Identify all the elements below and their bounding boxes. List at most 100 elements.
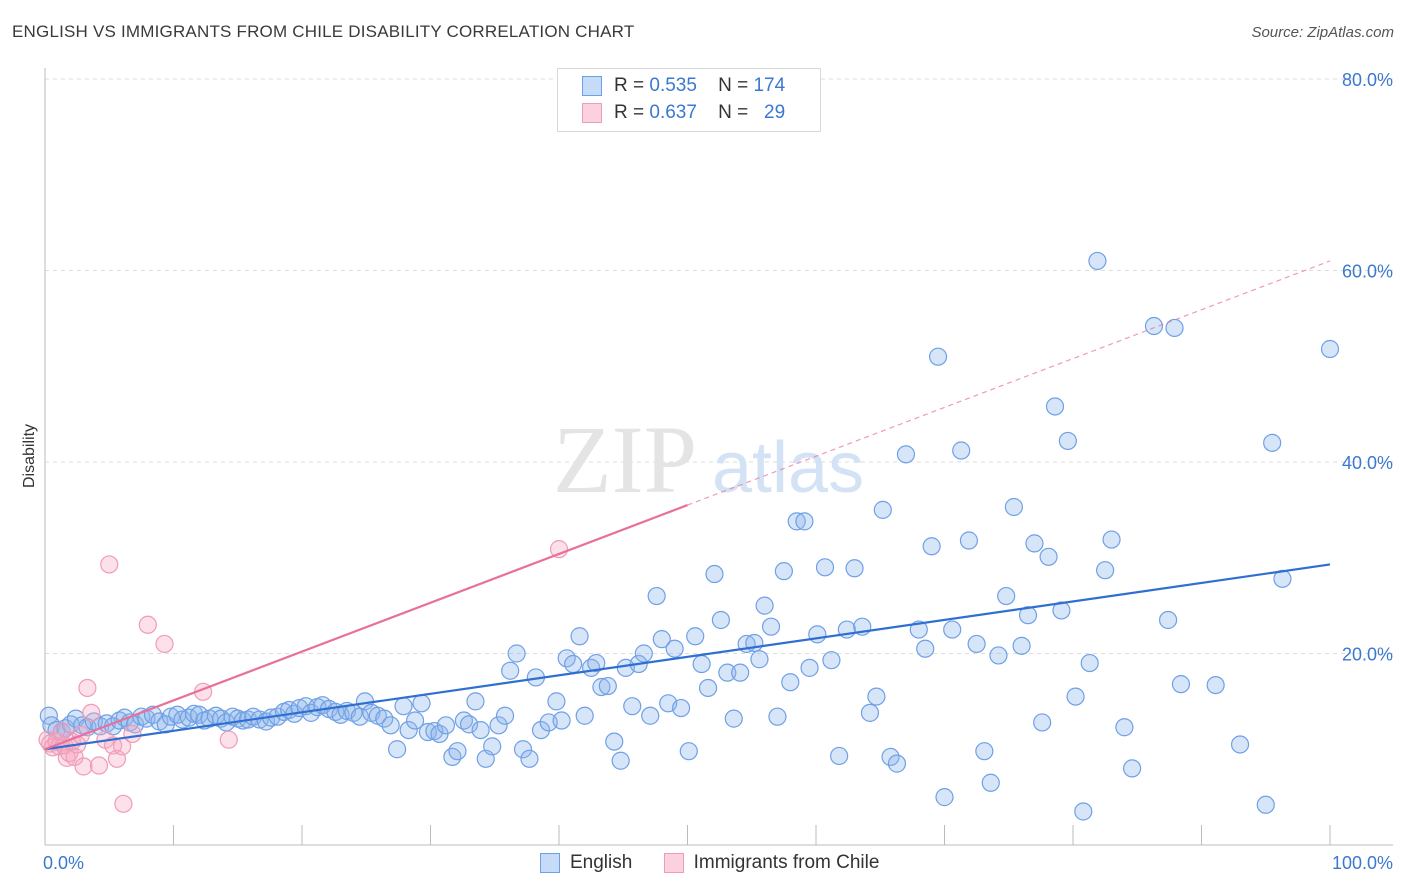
english-point	[928, 347, 948, 366]
english-point	[845, 559, 864, 578]
chile-point	[57, 748, 76, 767]
r-value-english: 0.535	[649, 75, 697, 96]
english-point	[598, 676, 617, 696]
series-legend: English Immigrants from Chile	[540, 852, 905, 874]
english-point	[641, 706, 660, 725]
english-point	[909, 620, 928, 639]
english-point	[507, 644, 526, 663]
english-point	[787, 512, 806, 531]
legend-item-english[interactable]: English	[540, 852, 632, 874]
english-point	[774, 562, 793, 581]
english-point	[768, 707, 787, 726]
y-tick-label: 80.0%	[1342, 70, 1393, 90]
y-tick-label: 20.0%	[1342, 645, 1393, 665]
english-point	[665, 639, 684, 658]
english-point	[575, 706, 594, 725]
english-point	[967, 634, 986, 654]
english-point	[552, 711, 571, 730]
english-point	[679, 742, 698, 761]
chile-trend-line	[44, 504, 688, 751]
english-point	[1045, 397, 1065, 416]
chile-trend-extension	[687, 260, 1331, 506]
chile-point	[100, 555, 119, 574]
english-trend-line	[44, 563, 1331, 751]
chile-swatch	[582, 103, 602, 123]
legend-item-chile[interactable]: Immigrants from Chile	[663, 852, 879, 874]
chile-point	[74, 757, 93, 776]
english-point	[471, 720, 490, 740]
english-point	[822, 651, 841, 670]
english-point	[1096, 561, 1115, 580]
english-point	[436, 716, 456, 735]
english-point	[647, 586, 666, 606]
english-point	[686, 627, 705, 646]
chile-point	[138, 615, 157, 634]
english-point	[1320, 339, 1340, 359]
chart-source: Source: ZipAtlas.com	[1251, 24, 1394, 41]
english-point	[1102, 530, 1121, 549]
x-tick-label: 0.0%	[43, 853, 84, 873]
chart-title: ENGLISH VS IMMIGRANTS FROM CHILE DISABIL…	[12, 22, 635, 41]
english-point	[1033, 713, 1052, 732]
english-point	[375, 709, 394, 728]
chile-point	[155, 634, 174, 654]
english-point	[1066, 687, 1085, 706]
english-point	[887, 754, 907, 773]
english-point	[611, 751, 630, 770]
english-point	[1039, 547, 1058, 566]
english-point	[634, 644, 653, 663]
chile-point	[78, 678, 97, 698]
english-point	[692, 654, 711, 674]
english-point	[547, 692, 566, 711]
english-point	[795, 512, 814, 531]
english-point	[981, 773, 1000, 792]
english-point	[531, 720, 551, 740]
english-point	[916, 639, 935, 658]
english-point	[1018, 606, 1038, 625]
english-point	[943, 620, 962, 639]
english-point	[1123, 759, 1142, 778]
english-point	[443, 747, 462, 767]
gridlines	[45, 78, 1393, 654]
english-point	[501, 661, 520, 680]
english-point	[705, 564, 724, 584]
english-point	[1165, 318, 1184, 338]
english-point	[1080, 653, 1099, 673]
english-point	[161, 707, 181, 726]
english-point	[592, 677, 611, 697]
english-point	[1025, 534, 1044, 553]
r-value-chile: 0.637	[649, 102, 697, 123]
english-point	[815, 558, 835, 577]
y-tick-label: 40.0%	[1342, 453, 1393, 473]
english-point	[761, 617, 781, 636]
english-swatch	[582, 76, 602, 96]
english-point	[1206, 675, 1225, 695]
english-point	[489, 716, 508, 735]
chile-legend-swatch	[663, 853, 684, 873]
english-point	[881, 747, 900, 767]
english-point	[1230, 735, 1250, 754]
axes	[44, 68, 1393, 846]
english-point	[750, 650, 769, 669]
english-point	[731, 663, 750, 682]
english-point	[459, 715, 479, 734]
english-point	[605, 732, 624, 751]
trend-lines	[44, 260, 1331, 751]
n-value-chile: 29	[764, 102, 786, 123]
english-point	[867, 687, 886, 706]
y-tick-label: 60.0%	[1342, 262, 1393, 282]
legend-row-english: R = 0.535 N = 174	[582, 75, 785, 99]
english-point	[513, 740, 533, 759]
chile-point	[89, 756, 109, 775]
english-point	[381, 716, 400, 735]
r-label: R =	[614, 102, 645, 123]
english-point	[1263, 433, 1282, 452]
axis-ticks: 20.0% 40.0% 60.0% 80.0% 0.0% 100.0%	[43, 70, 1393, 873]
english-point	[412, 694, 431, 713]
n-label: N =	[718, 75, 749, 96]
english-point	[1052, 601, 1071, 620]
english-point	[935, 788, 954, 807]
english-point	[1058, 431, 1077, 451]
english-point	[425, 721, 444, 741]
